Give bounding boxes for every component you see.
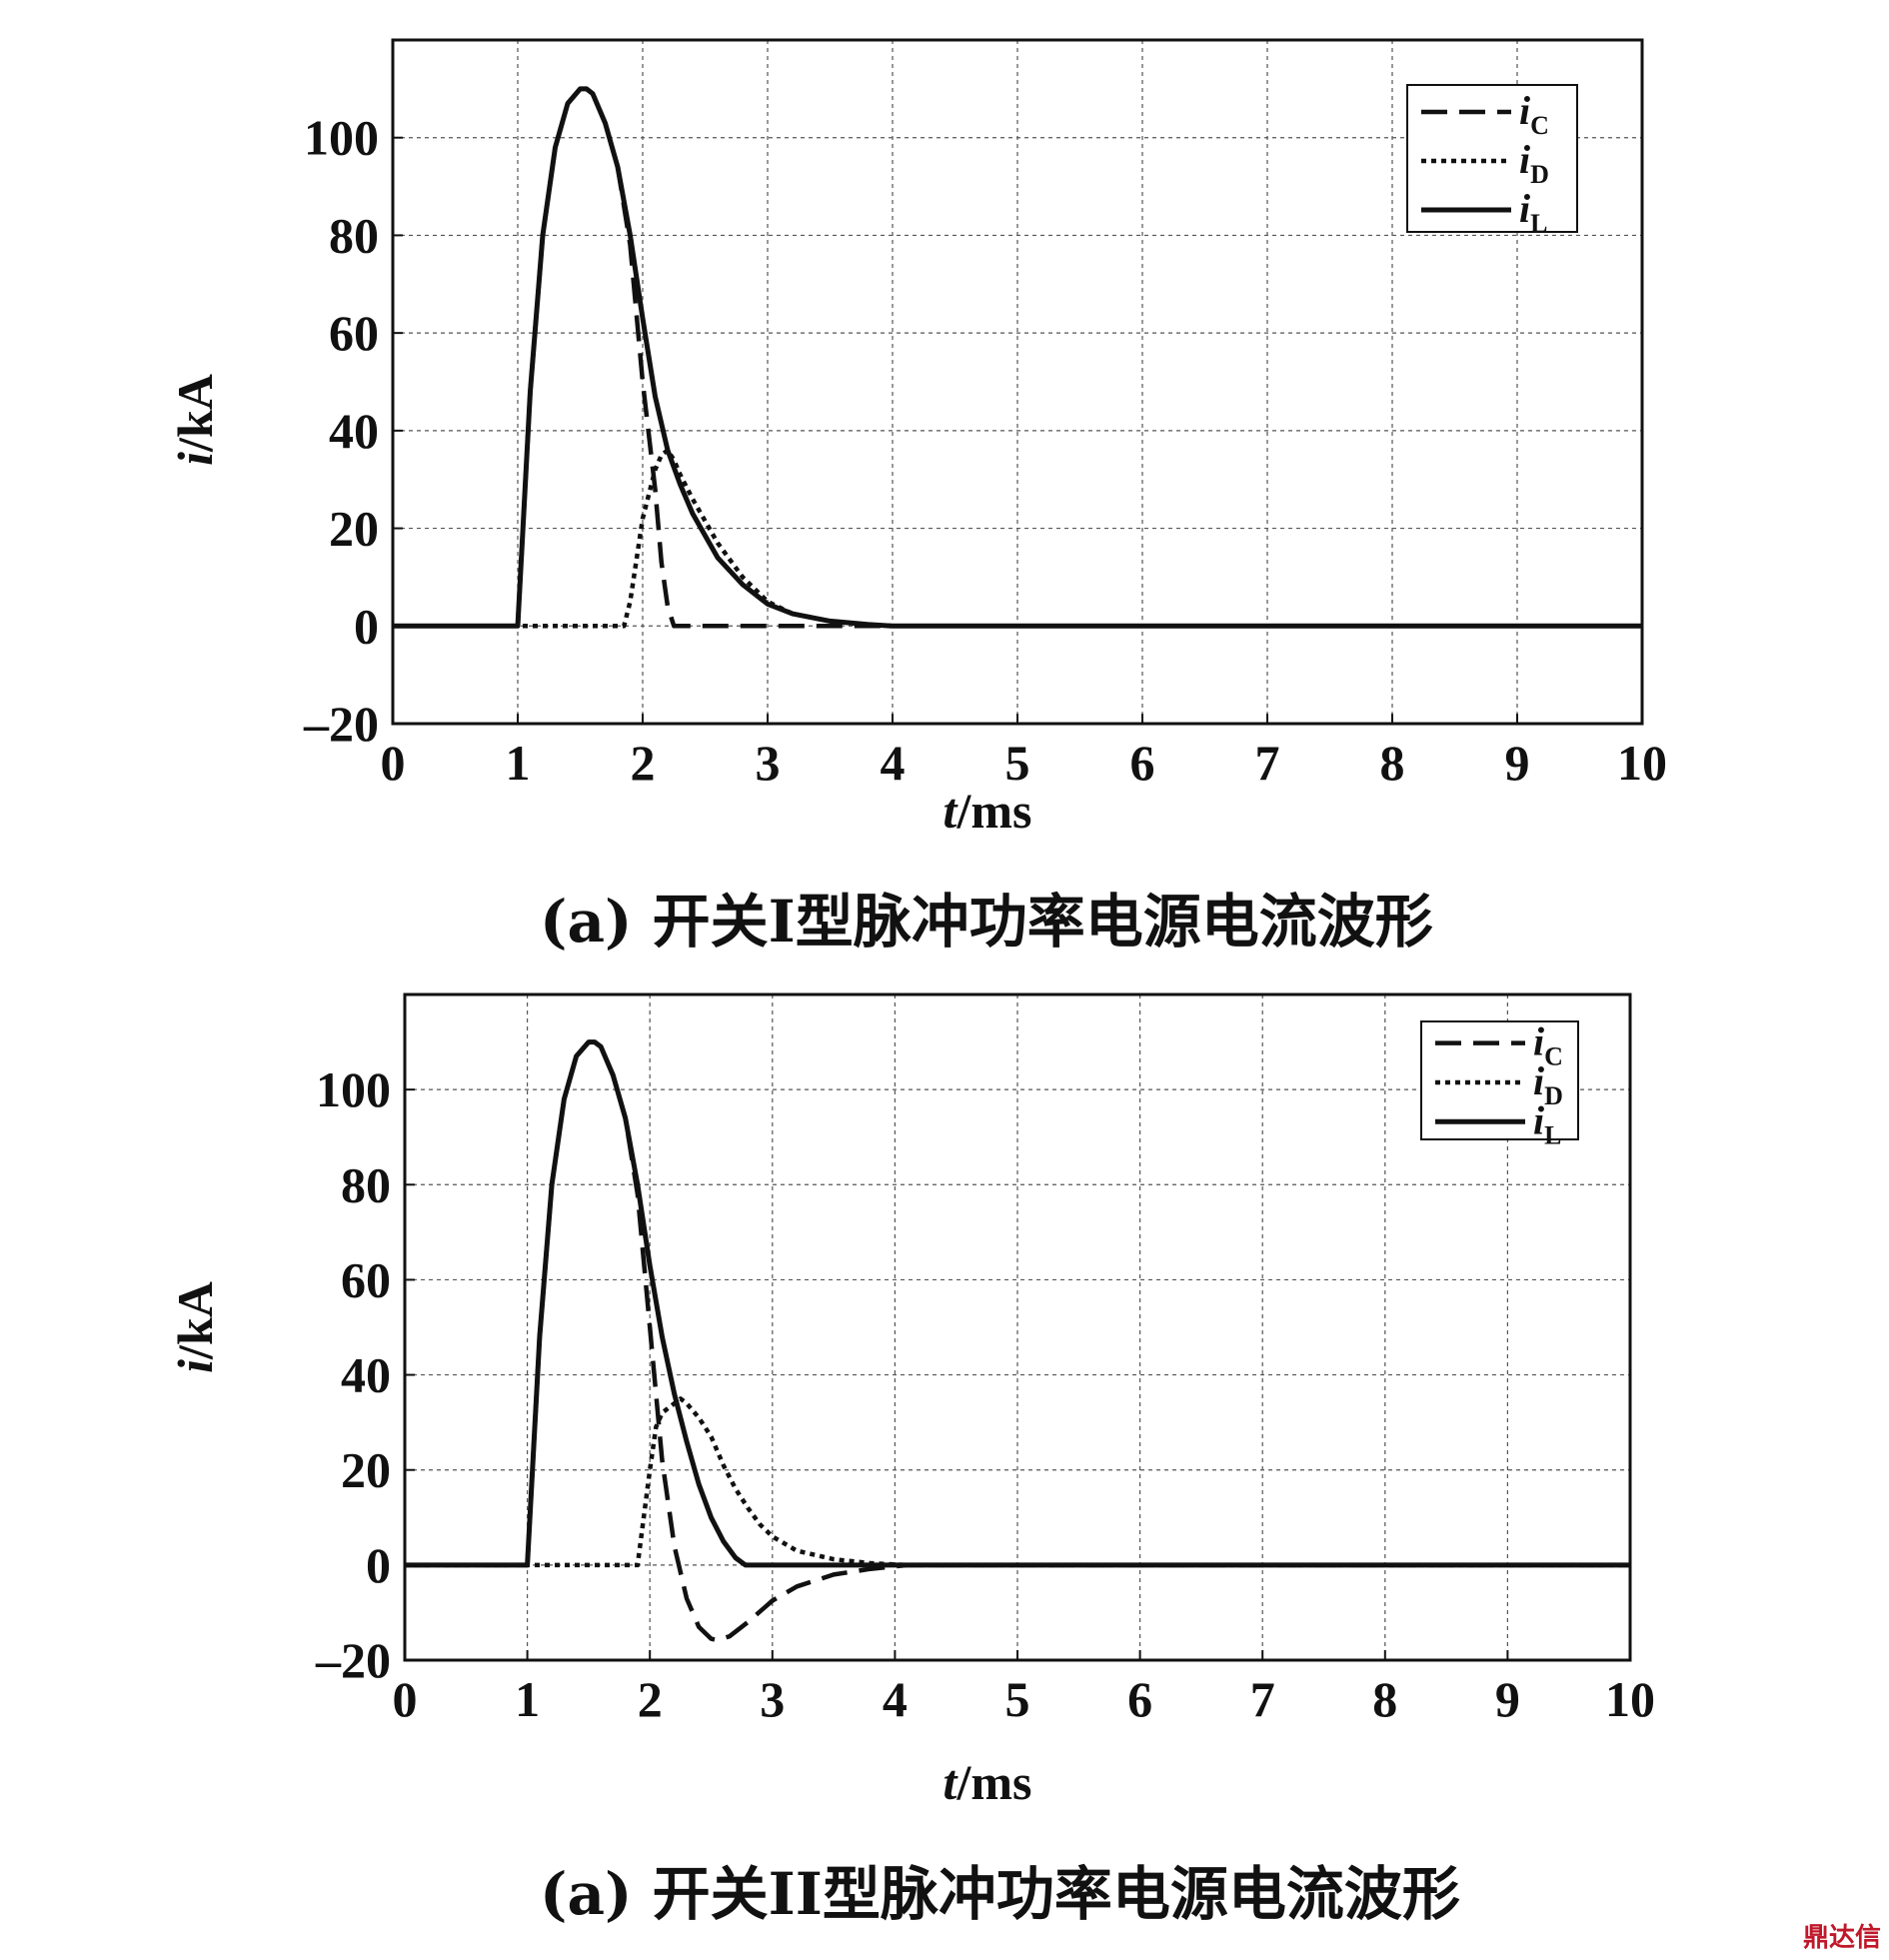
x-tick-label: 1 (506, 735, 531, 791)
y-tick-label: 100 (316, 1061, 391, 1117)
legend-label-ic: iC (1533, 1019, 1563, 1071)
y-tick-label: 20 (329, 501, 379, 557)
x-tick-label: 0 (393, 1671, 418, 1727)
y-tick-label: 40 (341, 1347, 391, 1403)
y-axis-label: i/kA (167, 1281, 223, 1373)
x-tick-label: 6 (1127, 1671, 1152, 1727)
chart-panel-1: 0 1 2 3 4 5 6 7 8 9 10–20020406080100t/msi/kAiCiDi… (167, 38, 1667, 839)
series-line-ic (405, 1039, 1630, 1643)
legend-label-id: iD (1519, 137, 1549, 189)
watermark-logo: 鼎达信 (1802, 1923, 1881, 1953)
x-tick-label: 2 (631, 735, 656, 791)
y-tick-label: 60 (341, 1251, 391, 1307)
x-tick-label: 10 (1605, 1671, 1655, 1727)
x-tick-label: 0 (381, 735, 406, 791)
y-tick-label: 0 (366, 1537, 391, 1593)
chart-panel-2: 0 1 2 3 4 5 6 7 8 9 10–20020406080100t/msi/kAiCiDi… (167, 992, 1655, 1810)
x-tick-label: 10 (1617, 735, 1667, 791)
x-tick-label: 7 (1250, 1671, 1275, 1727)
y-tick-label: 40 (329, 403, 379, 459)
x-tick-label: 3 (760, 1671, 785, 1727)
x-tick-label: 9 (1505, 735, 1530, 791)
x-tick-label: 5 (1005, 1671, 1030, 1727)
y-tick-label: 0 (354, 598, 379, 654)
x-axis-label: t/ms (944, 1754, 1032, 1810)
x-tick-label: 3 (756, 735, 781, 791)
caption-panel-2: (a) 开关II型脉冲功率电源电流波形 (540, 1860, 1460, 1928)
legend-label-il: iL (1519, 186, 1547, 238)
legend-label-id: iD (1533, 1058, 1563, 1110)
series-line-il (405, 1039, 1630, 1568)
y-tick-label: 80 (341, 1156, 391, 1212)
y-tick-label: 100 (304, 110, 379, 166)
x-tick-label: 8 (1372, 1671, 1397, 1727)
x-tick-label: 2 (638, 1671, 663, 1727)
y-axis-label: i/kA (167, 374, 223, 466)
caption-panel-1: (a) 开关I型脉冲功率电源电流波形 (540, 888, 1433, 956)
x-tick-label: 4 (883, 1671, 908, 1727)
x-tick-label: 9 (1495, 1671, 1520, 1727)
y-tick-label: 60 (329, 305, 379, 361)
x-tick-label: 5 (1005, 735, 1030, 791)
y-tick-label: 20 (341, 1442, 391, 1498)
x-tick-label: 7 (1255, 735, 1280, 791)
x-tick-label: 4 (881, 735, 906, 791)
series-line-il (393, 86, 1642, 629)
x-axis-label: t/ms (944, 783, 1032, 839)
x-tick-label: 6 (1130, 735, 1155, 791)
y-tick-label: –20 (315, 1632, 391, 1688)
y-tick-label: –20 (303, 696, 379, 752)
legend-label-il: iL (1533, 1097, 1561, 1149)
y-tick-label: 80 (329, 207, 379, 263)
x-tick-label: 8 (1380, 735, 1405, 791)
x-tick-label: 1 (515, 1671, 540, 1727)
series-line-id (405, 1396, 1630, 1568)
legend-label-ic: iC (1519, 88, 1549, 140)
